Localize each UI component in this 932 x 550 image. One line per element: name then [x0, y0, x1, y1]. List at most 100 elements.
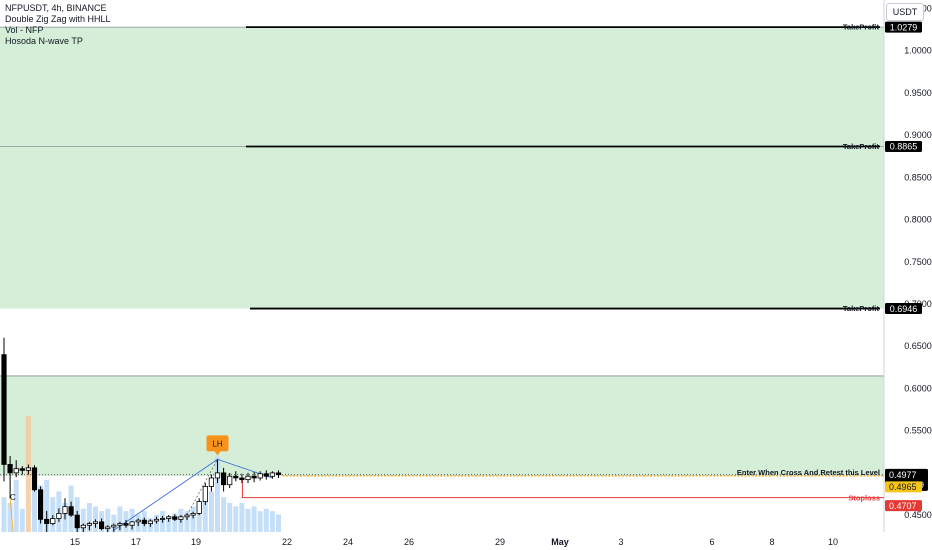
y-tick-label: 0.7500 [904, 257, 932, 267]
volume-bar [166, 515, 172, 532]
indicator-zigzag[interactable]: Double Zig Zag with HHLL [5, 14, 111, 24]
candle-body [147, 520, 153, 524]
candle-body [227, 475, 233, 486]
y-tick-label: 1.0000 [904, 46, 932, 56]
y-tick-label: 0.9000 [904, 130, 932, 140]
stoploss-label: Stoploss [848, 494, 880, 503]
lh-label: LH [212, 439, 222, 448]
candle-body [220, 472, 227, 486]
currency-selector[interactable]: USDT [886, 3, 924, 21]
profit-zone [0, 146, 884, 309]
takeprofit-price-tag-text: 0.8865 [890, 142, 918, 152]
volume-bar [86, 503, 92, 532]
indicator-volume[interactable]: Vol - NFP [5, 25, 44, 35]
lh-badge [206, 435, 229, 452]
candle-body [31, 467, 38, 491]
candle-body [56, 513, 62, 519]
candle [44, 510, 50, 532]
volume-bar [117, 506, 123, 532]
candle-body [178, 516, 184, 520]
y-tick-label: 0.6500 [904, 341, 932, 351]
candle-body [44, 518, 50, 524]
candle [251, 472, 257, 483]
candle-body [123, 523, 129, 526]
volume-bar [105, 508, 111, 532]
x-tick-label: May [551, 537, 569, 547]
candle [227, 472, 233, 489]
x-tick-label: 3 [618, 537, 623, 547]
takeprofit-label: TakeProfit [843, 142, 880, 151]
candle-body [257, 473, 263, 479]
candle [135, 518, 141, 527]
volume-bar [19, 508, 25, 532]
x-tick-label: 19 [191, 537, 201, 547]
x-tick-label: 15 [70, 537, 80, 547]
candle-body [129, 521, 135, 526]
volume-bar [208, 491, 214, 532]
candle [117, 521, 123, 531]
x-tick-label: 26 [404, 537, 414, 547]
candle-body [7, 464, 13, 474]
candle [141, 517, 147, 527]
candle [172, 514, 178, 522]
candle-body [214, 472, 221, 479]
volume-bar [257, 511, 263, 532]
volume-bar [44, 479, 50, 532]
candle-body [196, 501, 202, 514]
volume-bar [251, 506, 257, 532]
candle-body [141, 519, 147, 524]
volume-bar [215, 456, 220, 532]
candle [159, 515, 166, 523]
candle [105, 525, 111, 532]
candle-body [38, 489, 44, 520]
takeprofit-price-tag-text: 1.0279 [890, 22, 918, 32]
candle-body [13, 468, 19, 474]
volume-bar [32, 468, 37, 532]
candle [19, 466, 25, 475]
y-tick-label: 0.8000 [904, 215, 932, 225]
candle [269, 471, 276, 479]
candle-body [135, 519, 141, 523]
candle [239, 473, 245, 484]
volume-bar [196, 503, 202, 532]
volume-bar [111, 514, 117, 532]
volume-bar [233, 506, 239, 532]
candle-body [269, 472, 276, 477]
symbol-title[interactable]: NFPUSDT, 4h, BINANCE [5, 3, 107, 13]
candle-body [1, 354, 7, 465]
candle-body [184, 514, 190, 518]
candle [233, 471, 239, 482]
volume-bar [227, 503, 233, 532]
candle [86, 521, 92, 531]
candle [7, 456, 13, 499]
takeprofit-price-tag [885, 303, 922, 315]
candle [214, 459, 221, 484]
candle-body [80, 524, 86, 529]
candle-body [74, 514, 80, 529]
entry-label: Enter When Cross And Retest this Level [737, 468, 880, 477]
candle-body [68, 506, 74, 516]
candle [123, 520, 129, 528]
volume-bar [263, 508, 269, 532]
candle [202, 483, 208, 505]
y-tick-label: 0.8500 [904, 172, 932, 182]
candle [38, 486, 44, 524]
candle [208, 474, 214, 492]
volume-bar [269, 511, 275, 532]
takeprofit-label: TakeProfit [843, 304, 880, 313]
candle [196, 498, 202, 516]
takeprofit-label: TakeProfit [843, 23, 880, 32]
x-axis-bg [0, 532, 932, 550]
volume-bar [1, 497, 7, 532]
candle-body [92, 521, 99, 524]
entry-price-value: 0.4965 [889, 482, 917, 492]
candle [257, 471, 263, 481]
candle [74, 510, 80, 532]
candle-body [202, 485, 208, 502]
candle [147, 519, 153, 527]
profit-zone [0, 375, 884, 476]
volume-bar [202, 497, 208, 532]
takeprofit-price-tag [885, 141, 922, 153]
indicator-nwave[interactable]: Hosoda N-wave TP [5, 36, 83, 46]
